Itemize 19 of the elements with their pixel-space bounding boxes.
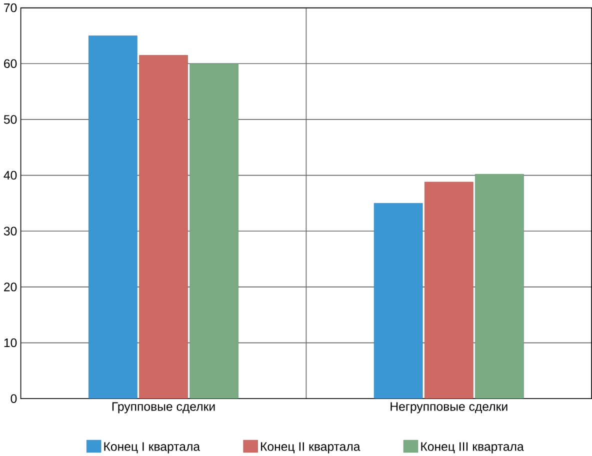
legend-label: Конец II квартала <box>261 442 360 454</box>
legend-label: Конец I квартала <box>104 442 200 454</box>
y-tick-label: 50 <box>4 114 17 124</box>
x-tick-label: Негрупповые сделки <box>390 402 508 414</box>
bar <box>475 174 524 398</box>
bar <box>424 182 474 398</box>
legend-label: Конец III квартала <box>421 442 524 454</box>
y-tick-label: 0 <box>10 394 17 403</box>
y-tick-label: 10 <box>4 338 17 347</box>
bar <box>190 63 238 398</box>
y-tick-label: 30 <box>4 226 17 236</box>
bar <box>139 54 188 398</box>
y-tick-label: 20 <box>4 282 17 292</box>
y-tick-label: 60 <box>4 59 17 68</box>
bar <box>374 202 423 398</box>
x-tick-label: Групповые сделки <box>112 402 215 414</box>
y-tick-label: 40 <box>4 170 17 180</box>
bar <box>88 35 138 398</box>
y-tick-label: 70 <box>4 3 17 12</box>
